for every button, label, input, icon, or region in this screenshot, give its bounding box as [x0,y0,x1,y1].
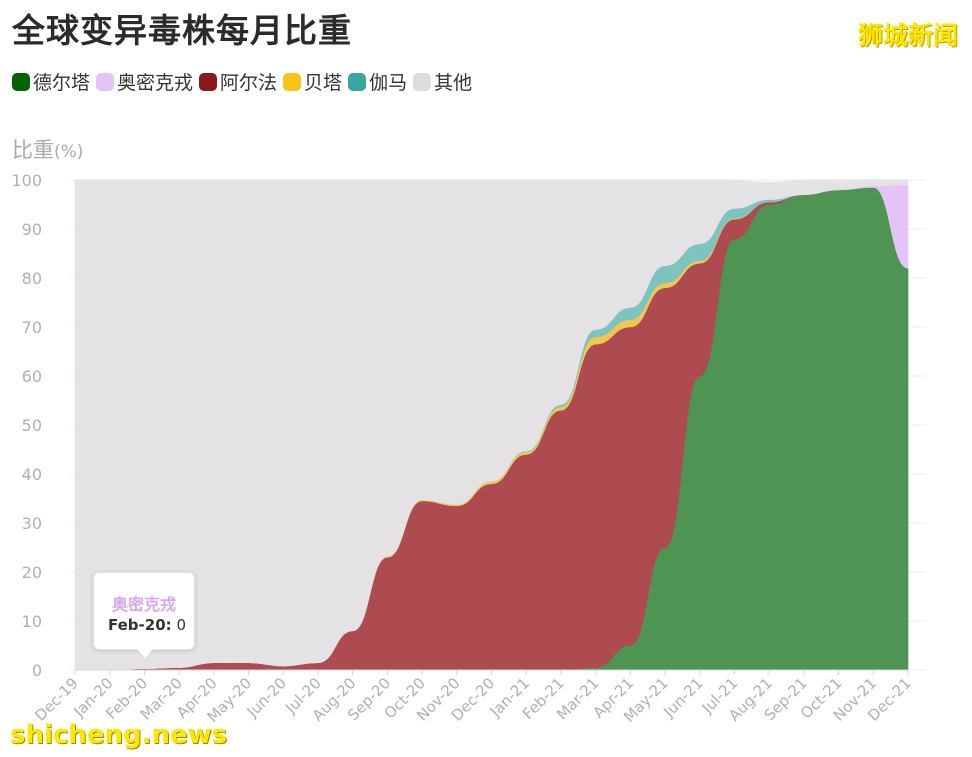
legend-label: 奥密克戎 [117,72,194,94]
legend-swatch [413,72,432,91]
y-tick-label: 100 [11,171,42,190]
legend-label: 阿尔法 [220,72,278,94]
y-tick-label: 10 [22,612,42,631]
y-tick-label: 90 [22,220,42,239]
legend-swatch [96,72,115,91]
watermark-text: shicheng.news [10,720,228,750]
tooltip-value-line: Feb-20: 0 [108,616,186,634]
y-tick-label: 30 [22,514,42,533]
y-axis-title: 比重(%) [12,134,83,164]
legend-item-delta[interactable]: 德尔塔 [12,68,90,95]
y-tick-label: 50 [22,416,42,435]
x-tick-label: Dec-19 [31,674,82,725]
legend-label: 贝塔 [304,72,343,94]
legend-swatch [12,72,30,91]
legend-swatch [199,72,218,91]
legend-label: 其他 [434,72,473,94]
series-area-其他 [74,179,909,671]
y-tick-label: 0 [32,661,42,680]
legend: 德尔塔 奥密克戎 阿尔法 贝塔 伽马 其他 [12,68,472,95]
x-tick-label: Jun-21 [659,674,706,721]
tooltip-arrow [137,649,153,658]
y-tick-label: 20 [22,563,42,582]
y-tick-label: 40 [22,465,42,484]
legend-label: 伽马 [369,72,408,94]
legend-item-gamma[interactable]: 伽马 [348,68,407,95]
legend-item-alpha[interactable]: 阿尔法 [199,68,277,95]
legend-swatch [283,72,302,91]
legend-item-omicron[interactable]: 奥密克戎 [96,68,193,95]
tooltip: 奥密克戎 Feb-20: 0 [93,572,195,658]
tooltip-value: 0 [176,616,186,634]
chart-title: 全球变异毒株每月比重 [12,11,352,50]
legend-swatch [348,72,367,91]
y-tick-label: 70 [22,318,42,337]
legend-item-beta[interactable]: 贝塔 [283,68,342,95]
y-axis-unit: (%) [54,142,84,162]
x-tick-label: Jun-20 [243,674,290,721]
brand-logo-text: 狮城新闻 [857,21,958,50]
legend-label: 德尔塔 [33,72,91,94]
y-tick-label: 60 [22,367,42,386]
tooltip-month: Feb-20: [108,616,172,634]
legend-item-other[interactable]: 其他 [413,68,472,95]
y-tick-label: 80 [22,269,42,288]
y-axis-label: 比重 [12,138,54,162]
tooltip-series-name: 奥密克戎 [111,595,176,614]
